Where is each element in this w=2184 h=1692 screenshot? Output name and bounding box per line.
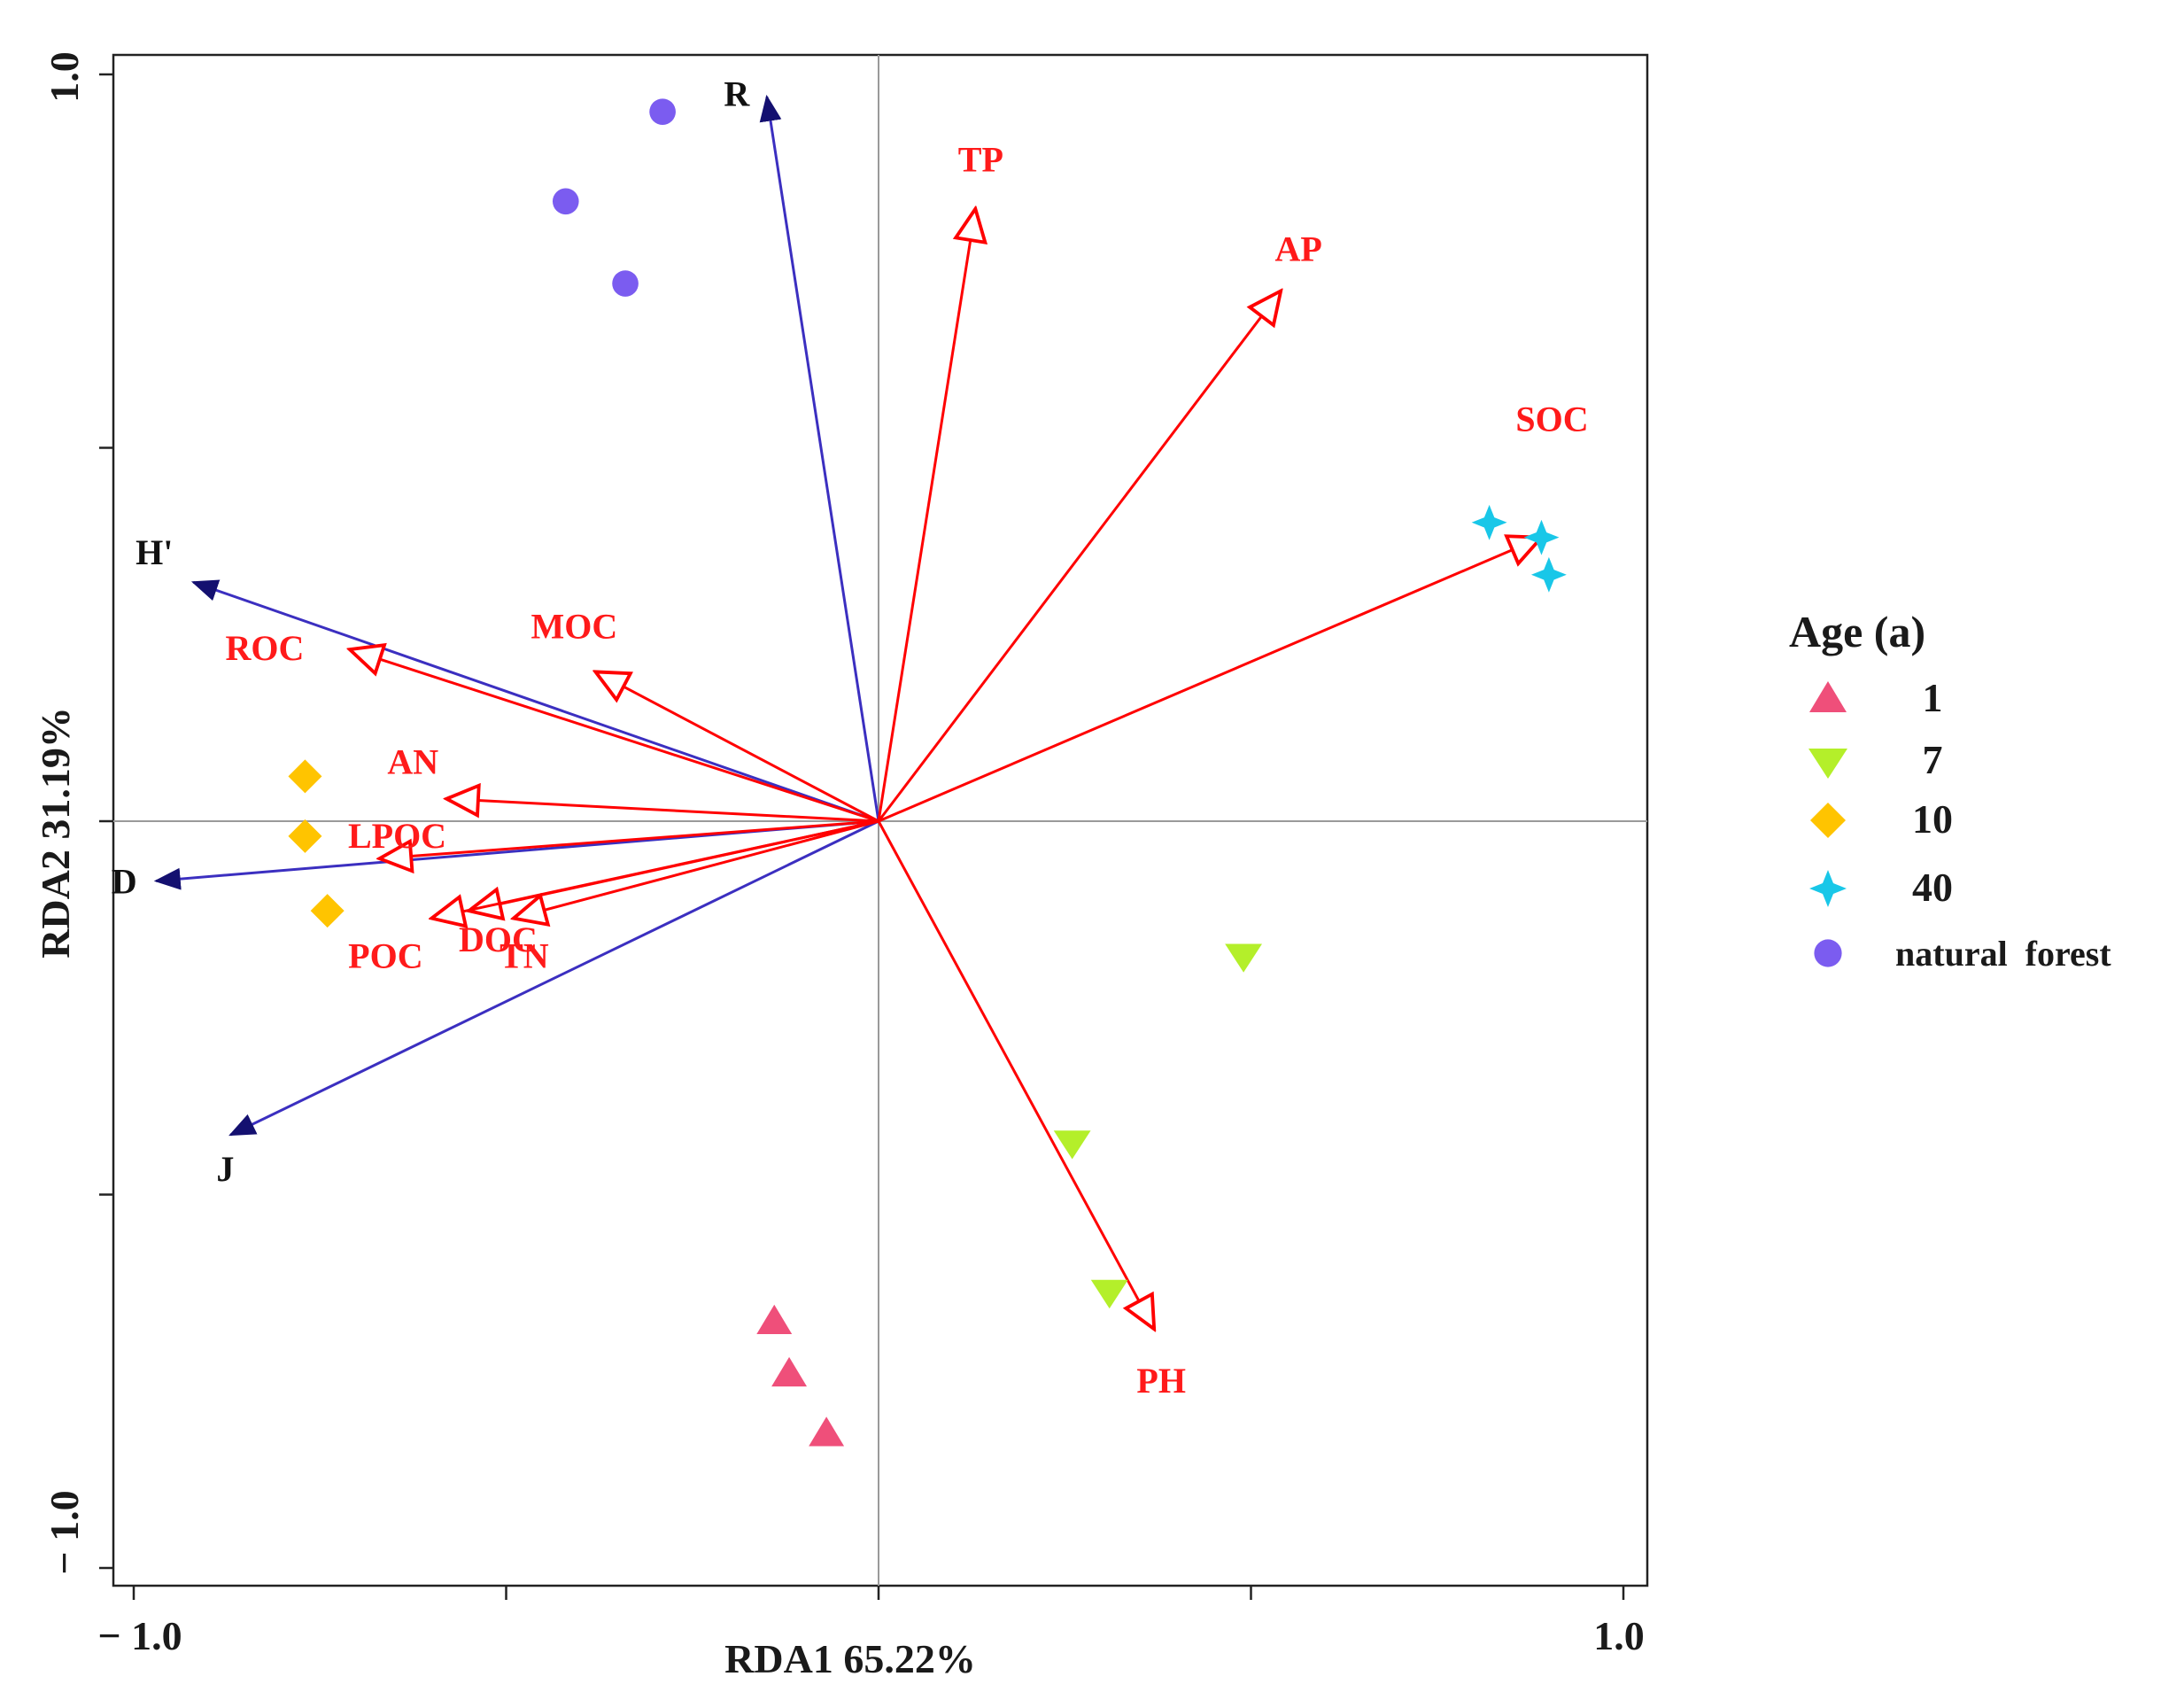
legend: Age (a) 1 7 10 40 natural forest	[1789, 607, 2111, 974]
response-label-j: J	[216, 1149, 234, 1189]
y-tick-label-min: − 1.0	[42, 1490, 87, 1574]
env-vector-moc	[595, 671, 879, 823]
env-vector-ph	[877, 820, 1154, 1329]
legend-label-1: 1	[1923, 675, 1943, 720]
point-age-natural-forest-1	[649, 98, 676, 125]
env-label-soc: SOC	[1515, 400, 1588, 439]
response-vector-h	[190, 579, 879, 823]
point-age-40-3	[1530, 556, 1567, 593]
point-age-1-3	[809, 1416, 845, 1447]
env-label-doc: DOC	[459, 920, 538, 959]
env-label-ph: PH	[1136, 1361, 1186, 1401]
point-age-10-3	[310, 894, 345, 928]
response-label-r: R	[724, 74, 750, 113]
x-tick-label-max: 1.0	[1593, 1613, 1645, 1658]
point-age-40-2	[1523, 519, 1560, 555]
y-tick-label-max: 1.0	[42, 51, 87, 103]
env-label-moc: MOC	[531, 606, 618, 646]
legend-label-7: 7	[1923, 737, 1943, 782]
env-label-lpoc: LPOC	[348, 816, 446, 856]
response-vector-j	[228, 819, 879, 1137]
point-age-1-2	[771, 1356, 808, 1387]
legend-marker-natural-forest	[1814, 939, 1842, 967]
env-vector-soc	[878, 538, 1541, 823]
legend-marker-10	[1810, 803, 1846, 838]
response-label-d: D	[112, 861, 137, 901]
env-vector-tn	[514, 819, 879, 919]
env-vector-lpoc	[380, 819, 879, 858]
point-age-10-2	[288, 819, 322, 853]
env-label-roc: ROC	[225, 628, 304, 668]
point-age-7-3	[1090, 1279, 1128, 1309]
point-age-natural-forest-2	[552, 188, 579, 215]
legend-label-natural-forest: natural forest	[1895, 934, 2111, 974]
legend-label-40: 40	[1912, 865, 1953, 910]
legend-marker-1	[1809, 681, 1847, 712]
env-vector-an	[446, 799, 879, 823]
point-age-7-2	[1053, 1130, 1091, 1160]
axes	[99, 73, 1625, 1600]
vectors	[153, 94, 1541, 1329]
env-label-tn: TN	[500, 936, 549, 976]
env-vector-roc	[350, 649, 879, 823]
env-vector-poc	[431, 819, 879, 919]
point-age-7-1	[1225, 943, 1262, 973]
point-age-10-1	[288, 759, 322, 794]
env-label-tp: TP	[958, 140, 1003, 180]
sample-points	[288, 98, 1567, 1447]
legend-title: Age (a)	[1789, 607, 1925, 656]
legend-marker-7	[1808, 749, 1847, 779]
x-tick-label-min: − 1.0	[97, 1613, 182, 1658]
point-age-1-1	[756, 1304, 793, 1335]
x-axis-label: RDA1 65.22%	[724, 1636, 976, 1681]
env-vector-tp	[877, 209, 975, 822]
vector-labels: TP AP SOC MOC ROC AN LPOC DOC POC TN PH R H' D J	[112, 74, 1589, 1401]
point-age-natural-forest-3	[612, 270, 639, 297]
env-label-poc: POC	[348, 936, 422, 976]
env-label-an: AN	[387, 742, 438, 782]
legend-label-10: 10	[1912, 796, 1953, 842]
point-age-40-1	[1471, 504, 1507, 540]
response-vector-r	[759, 94, 880, 822]
env-label-ap: AP	[1274, 229, 1321, 268]
response-label-h: H'	[136, 532, 173, 572]
legend-marker-40	[1809, 870, 1847, 907]
y-axis-label: RDA2 31.19%	[33, 707, 78, 959]
env-vector-ap	[877, 291, 1281, 822]
